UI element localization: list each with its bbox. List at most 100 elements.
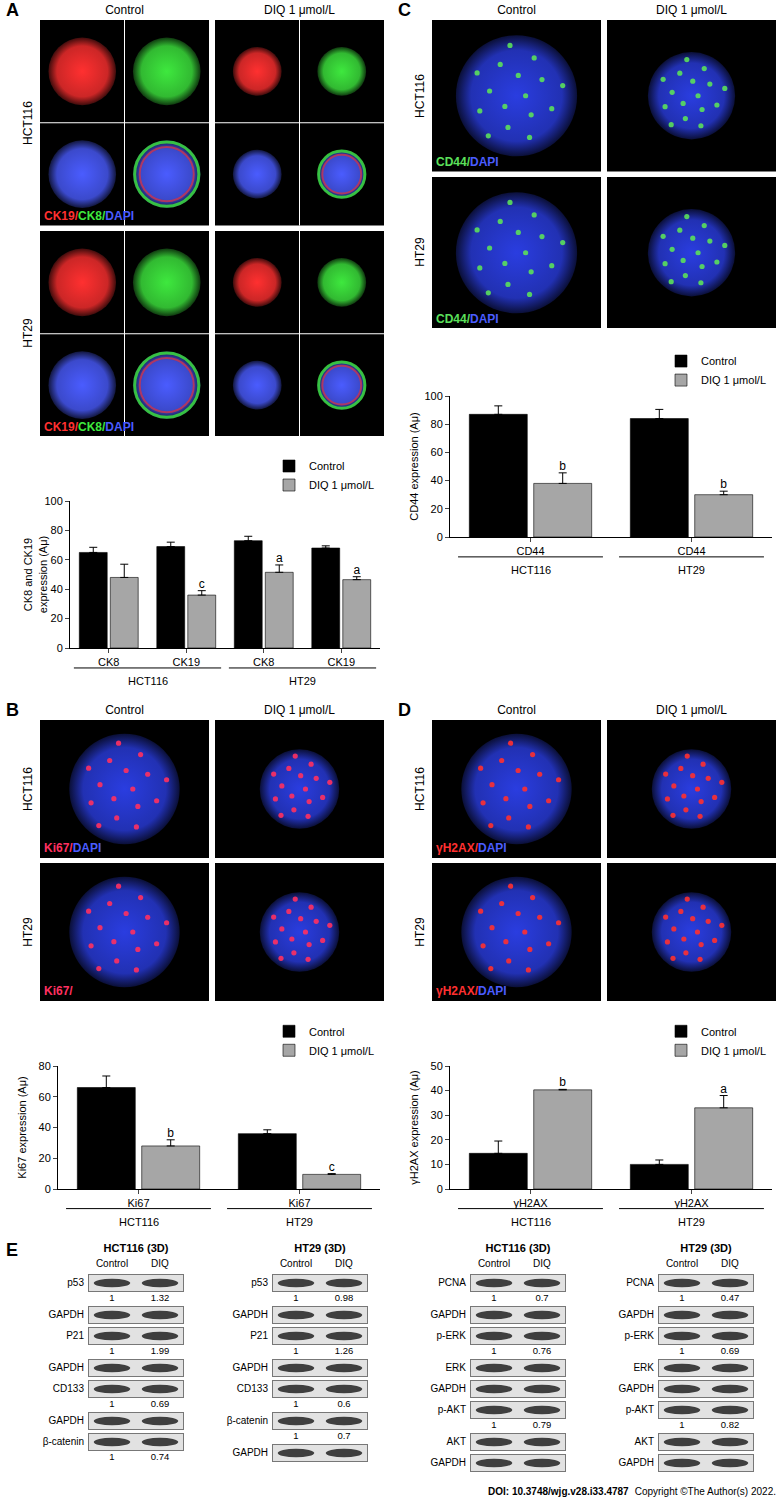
svg-text:CK19/CK8/DAPI: CK19/CK8/DAPI: [44, 209, 134, 223]
svg-text:HCT116: HCT116: [511, 564, 551, 576]
svg-text:20: 20: [431, 503, 443, 515]
svg-text:γH2AX: γH2AX: [513, 1197, 548, 1209]
svg-text:γH2AX/DAPI: γH2AX/DAPI: [436, 984, 507, 998]
svg-text:b: b: [167, 1126, 174, 1140]
svg-text:60: 60: [51, 554, 63, 566]
html-text:B: B: [6, 700, 19, 720]
svg-text:c: c: [199, 577, 205, 591]
svg-text:CD44: CD44: [516, 545, 544, 557]
svg-text:Ki67 expression (Aμ): Ki67 expression (Aμ): [16, 1076, 28, 1178]
svg-text:HCT116: HCT116: [511, 1216, 551, 1228]
svg-text:Ki67/DAPI: Ki67/DAPI: [44, 841, 101, 855]
html-text:D: D: [398, 700, 411, 720]
svg-text:γH2AX: γH2AX: [674, 1197, 709, 1209]
svg-text:CK8: CK8: [253, 656, 274, 668]
html-text:DIQ: DIQ: [151, 1258, 169, 1269]
svg-text:HT29: HT29: [678, 1216, 705, 1228]
svg-text:CK19/CK8/DAPI: CK19/CK8/DAPI: [44, 419, 134, 433]
svg-text:CK19: CK19: [172, 656, 200, 668]
html-text:Control: Control: [105, 703, 144, 717]
html-text:Control: Control: [497, 703, 536, 717]
html-text:Control: Control: [95, 1258, 129, 1269]
svg-text:HT29: HT29: [289, 675, 316, 687]
svg-text:b: b: [720, 477, 727, 491]
svg-text:Ki67: Ki67: [288, 1197, 310, 1209]
html-text:HCT116 (3D): HCT116 (3D): [485, 1242, 551, 1254]
svg-text:DIQ 1 μmol/L: DIQ 1 μmol/L: [701, 1045, 766, 1057]
svg-text:10: 10: [431, 1158, 443, 1170]
svg-text:γH2AX expression (Aμ): γH2AX expression (Aμ): [408, 1070, 420, 1185]
svg-text:40: 40: [431, 1084, 443, 1096]
svg-text:b: b: [559, 459, 566, 473]
svg-text:80: 80: [39, 1060, 51, 1072]
svg-text:HCT116: HCT116: [128, 675, 168, 687]
html-text:HCT116: HCT116: [21, 767, 35, 811]
svg-text:a: a: [353, 563, 360, 577]
svg-text:0: 0: [437, 531, 443, 543]
svg-text:CD44 expression (Aμ): CD44 expression (Aμ): [408, 412, 420, 520]
svg-text:HT29: HT29: [286, 1216, 313, 1228]
svg-text:80: 80: [431, 418, 443, 430]
svg-text:50: 50: [431, 1060, 443, 1072]
svg-text:DIQ 1 μmol/L: DIQ 1 μmol/L: [309, 479, 374, 491]
svg-text:100: 100: [424, 390, 442, 402]
html-text:HT29: HT29: [413, 237, 427, 267]
svg-text:20: 20: [39, 1152, 51, 1164]
svg-text:CK19: CK19: [327, 656, 355, 668]
html-text:A: A: [6, 0, 19, 20]
svg-text:30: 30: [431, 1109, 443, 1121]
svg-text:20: 20: [431, 1134, 443, 1146]
svg-text:80: 80: [51, 524, 63, 536]
html-text:HCT116: HCT116: [21, 100, 35, 145]
html-text:C: C: [398, 0, 411, 20]
svg-text:a: a: [720, 1082, 727, 1096]
svg-text:60: 60: [431, 446, 443, 458]
svg-text:40: 40: [431, 474, 443, 486]
svg-text:Control: Control: [309, 460, 344, 472]
svg-text:Control: Control: [309, 1026, 344, 1038]
svg-text:c: c: [329, 1160, 335, 1174]
html-text:p53: p53: [67, 1277, 84, 1288]
svg-text:CD44: CD44: [677, 545, 705, 557]
svg-text:20: 20: [51, 612, 63, 624]
svg-text:γH2AX/DAPI: γH2AX/DAPI: [436, 841, 507, 855]
html-text:HT29 (3D): HT29 (3D): [680, 1242, 732, 1254]
html-text:DIQ 1 μmol/L: DIQ 1 μmol/L: [656, 3, 727, 17]
html-text:Control: Control: [105, 3, 144, 17]
svg-text:CD44/DAPI: CD44/DAPI: [436, 311, 499, 325]
svg-text:Control: Control: [701, 1026, 736, 1038]
html-text:E: E: [6, 1240, 18, 1260]
html-text:1.32: 1.32: [150, 1292, 170, 1303]
svg-text:DIQ 1 μmol/L: DIQ 1 μmol/L: [701, 374, 766, 386]
html-text:HCT116: HCT116: [413, 767, 427, 811]
html-text:HCT116 (3D): HCT116 (3D): [103, 1242, 169, 1254]
svg-text:100: 100: [44, 495, 62, 507]
svg-text:Ki67: Ki67: [127, 1197, 149, 1209]
svg-text:40: 40: [39, 1121, 51, 1133]
svg-text:DIQ 1 μmol/L: DIQ 1 μmol/L: [309, 1045, 374, 1057]
svg-text:Ki67/: Ki67/: [44, 984, 73, 998]
html-text:HT29: HT29: [21, 917, 35, 947]
html-text:HCT116: HCT116: [413, 73, 427, 118]
html-text:HT29: HT29: [413, 917, 427, 947]
svg-text:b: b: [559, 1075, 566, 1089]
html-text:HT29: HT29: [21, 318, 35, 348]
svg-text:Control: Control: [701, 355, 736, 367]
svg-text:HCT116: HCT116: [119, 1216, 159, 1228]
html-text:HT29 (3D): HT29 (3D): [294, 1242, 346, 1254]
svg-text:CK8 and CK19expression (Aμ): CK8 and CK19expression (Aμ): [22, 536, 48, 613]
html-text:Control: Control: [497, 3, 536, 17]
svg-text:a: a: [276, 551, 283, 565]
svg-text:CK8: CK8: [98, 656, 119, 668]
html-text:GAPDH: GAPDH: [48, 1309, 84, 1320]
svg-text:0: 0: [57, 642, 63, 654]
html-text:DIQ 1 μmol/L: DIQ 1 μmol/L: [264, 3, 335, 17]
html-text:DIQ 1 μmol/L: DIQ 1 μmol/L: [656, 703, 727, 717]
html-text:DIQ 1 μmol/L: DIQ 1 μmol/L: [264, 703, 335, 717]
svg-text:60: 60: [39, 1091, 51, 1103]
svg-text:40: 40: [51, 583, 63, 595]
svg-text:CD44/DAPI: CD44/DAPI: [436, 155, 499, 169]
svg-text:HT29: HT29: [678, 564, 705, 576]
svg-text:0: 0: [437, 1183, 443, 1195]
svg-text:0: 0: [45, 1183, 51, 1195]
